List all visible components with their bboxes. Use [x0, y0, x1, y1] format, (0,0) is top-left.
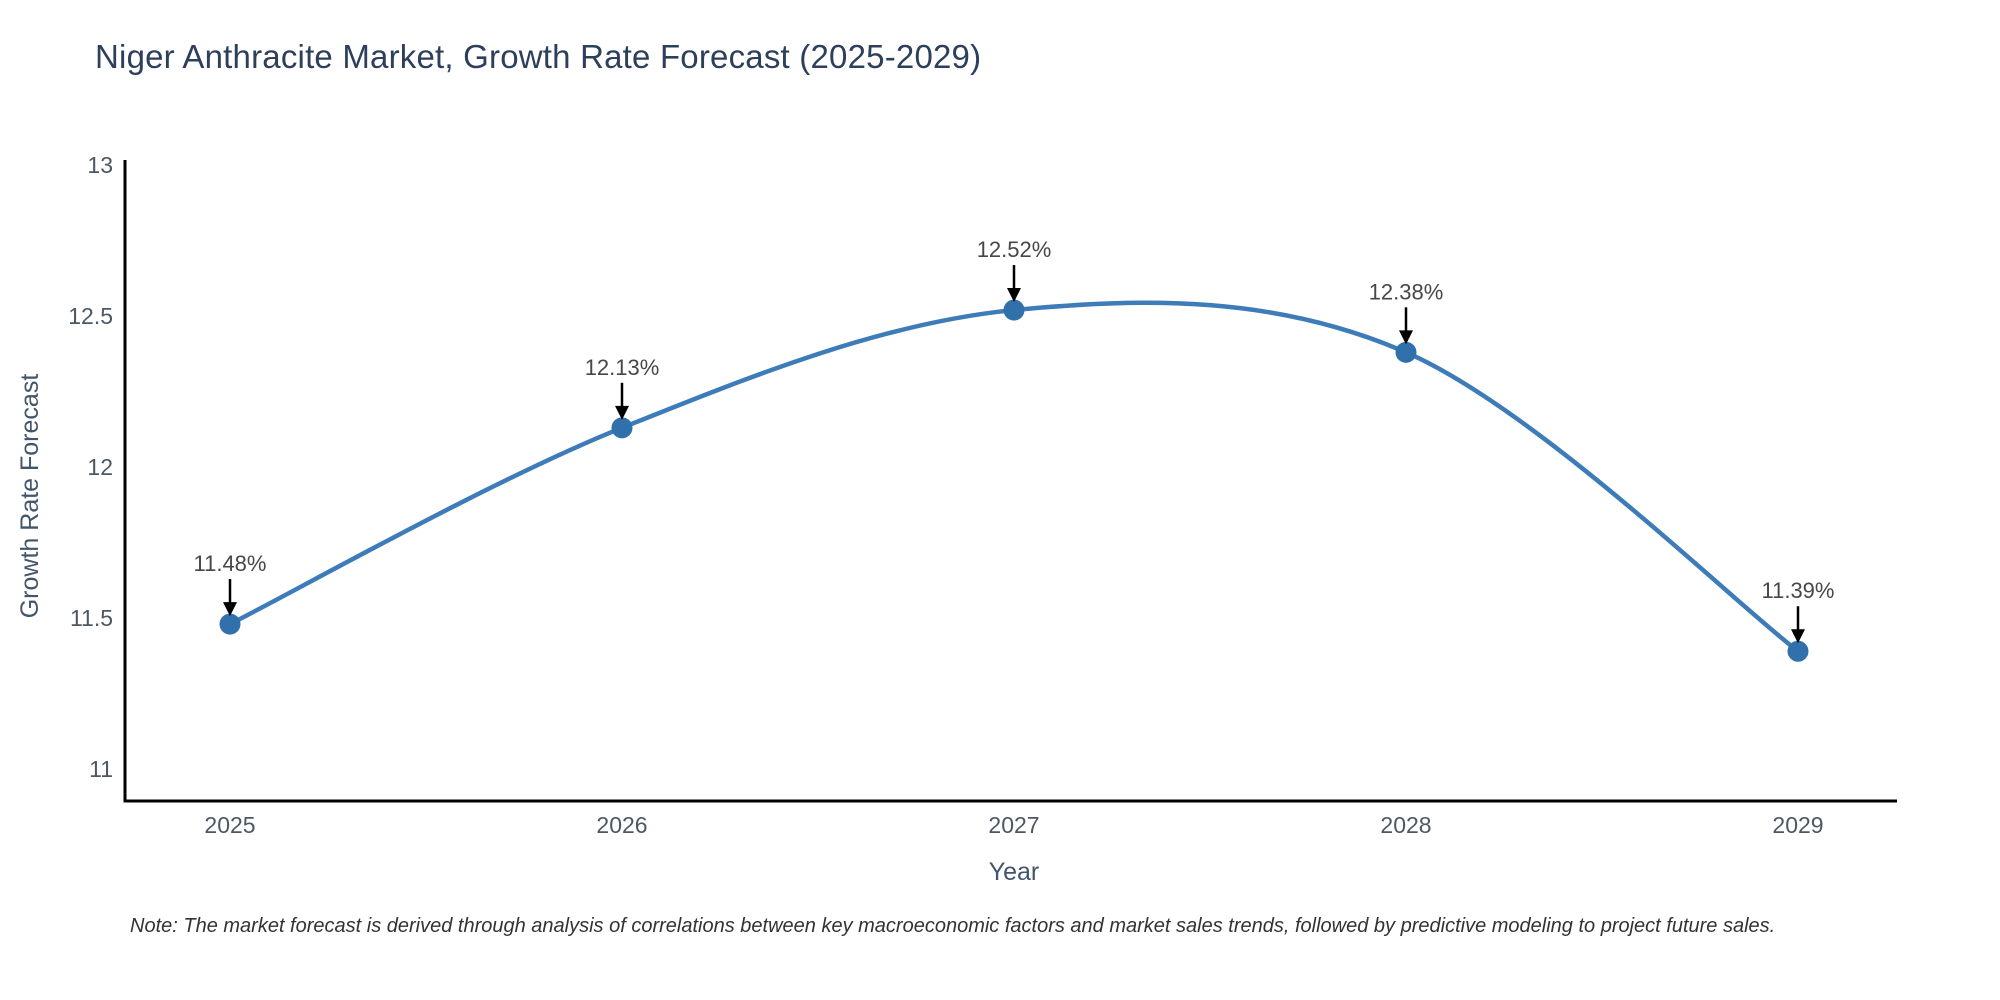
data-point-marker[interactable] [1003, 299, 1025, 321]
data-point-marker[interactable] [611, 417, 633, 439]
point-value-label: 11.39% [1762, 578, 1835, 603]
forecast-line [227, 300, 1801, 654]
y-tick-label: 11 [89, 756, 113, 782]
x-axis-title: Year [988, 858, 1040, 886]
point-value-label: 11.48% [194, 551, 267, 576]
point-value-label: 12.52% [977, 237, 1052, 262]
x-tick-label: 2029 [1772, 812, 1823, 838]
y-tick-label: 11.5 [70, 605, 113, 631]
x-tick-label: 2025 [204, 812, 255, 838]
data-point-marker[interactable] [1787, 640, 1809, 662]
y-axis-title: Growth Rate Forecast [16, 373, 44, 619]
x-tick-label: 2026 [596, 812, 647, 838]
annotation-arrowhead [223, 602, 237, 617]
point-value-label: 12.38% [1369, 279, 1444, 304]
point-value-label: 12.13% [585, 355, 660, 380]
x-tick-label: 2027 [988, 812, 1039, 838]
annotation-arrowhead [1791, 629, 1805, 644]
y-tick-label: 13 [87, 152, 113, 178]
data-point-marker[interactable] [219, 613, 241, 635]
y-tick-label: 12.5 [68, 303, 113, 329]
chart-title: Niger Anthracite Market, Growth Rate For… [95, 38, 982, 75]
x-tick-label: 2028 [1380, 812, 1431, 838]
annotation-arrowhead [1399, 330, 1413, 345]
chart-footnote: Note: The market forecast is derived thr… [130, 915, 1776, 937]
data-point-marker[interactable] [1395, 341, 1417, 363]
y-tick-label: 12 [87, 454, 113, 480]
annotation-arrowhead [615, 405, 629, 420]
annotation-arrowhead [1007, 288, 1021, 303]
